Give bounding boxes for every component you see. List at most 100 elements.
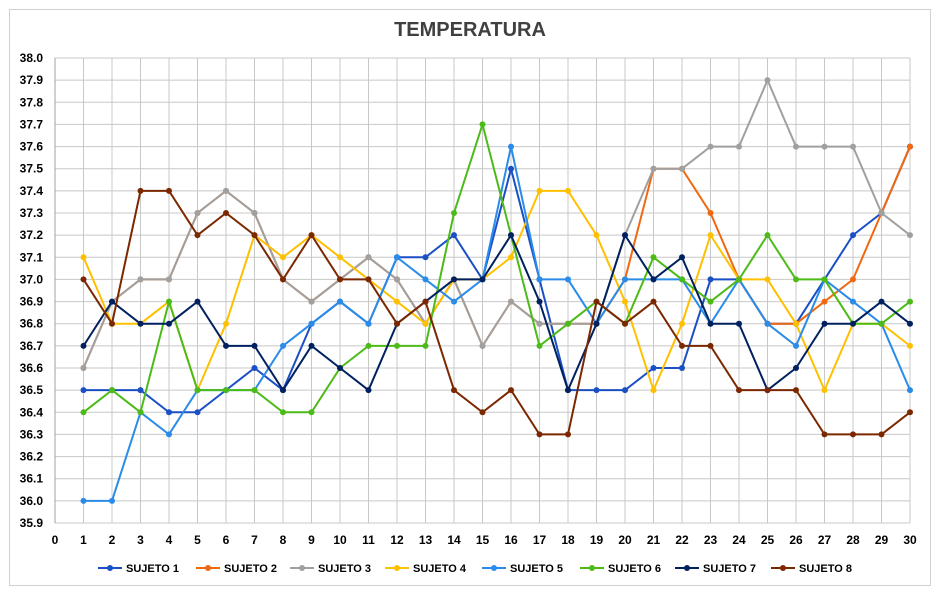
data-point: [308, 320, 315, 327]
data-point: [251, 365, 258, 371]
data-point: [821, 387, 828, 394]
data-point: [80, 365, 87, 371]
data-point: [280, 254, 286, 261]
data-point: [109, 320, 115, 327]
data-point: [194, 409, 201, 416]
data-point: [223, 187, 229, 194]
data-point: [508, 165, 514, 172]
data-point: [907, 232, 913, 239]
data-point: [536, 320, 543, 327]
x-tick-label: 14: [447, 533, 461, 547]
x-tick-label: 9: [308, 533, 315, 547]
data-point: [508, 387, 514, 394]
y-tick-label: 36.0: [20, 494, 44, 508]
data-point: [707, 232, 714, 239]
data-point: [194, 298, 201, 305]
data-point: [907, 409, 913, 416]
data-point: [365, 320, 372, 327]
legend-label: SUJETO 5: [510, 563, 563, 575]
y-tick-label: 36.5: [20, 383, 44, 397]
data-point: [308, 232, 315, 239]
data-point: [508, 143, 514, 150]
data-point: [80, 497, 87, 504]
data-point: [878, 210, 885, 216]
data-point: [679, 342, 685, 349]
data-point: [622, 387, 628, 394]
data-point: [793, 143, 799, 150]
data-point: [394, 298, 400, 305]
legend-label: SUJETO 4: [413, 563, 467, 575]
x-tick-label: 10: [333, 533, 347, 547]
data-point: [337, 365, 343, 371]
data-point: [907, 143, 913, 150]
data-point: [394, 276, 400, 283]
x-tick-label: 4: [166, 533, 173, 547]
y-tick-label: 37.1: [20, 250, 44, 264]
x-tick-label: 20: [618, 533, 632, 547]
data-point: [679, 276, 685, 283]
y-tick-label: 38.0: [20, 51, 44, 65]
data-point: [479, 409, 486, 416]
data-point: [166, 431, 172, 438]
data-point: [223, 320, 229, 327]
data-point: [280, 342, 286, 349]
data-point: [679, 165, 685, 172]
data-point: [137, 320, 144, 327]
data-point: [451, 232, 457, 239]
x-tick-label: 1: [80, 533, 87, 547]
data-point: [593, 298, 600, 305]
data-point: [223, 210, 229, 216]
data-point: [565, 387, 571, 394]
data-point: [821, 431, 828, 438]
data-point: [907, 387, 913, 394]
data-point: [166, 187, 172, 194]
data-point: [650, 254, 657, 261]
data-point: [80, 387, 87, 394]
series-8: [80, 187, 913, 438]
data-point: [764, 276, 771, 283]
series-lines: [80, 77, 913, 504]
legend-item: SUJETO 5: [482, 563, 563, 575]
y-tick-label: 37.9: [20, 73, 44, 87]
data-point: [280, 387, 286, 394]
x-tick-label: 5: [194, 533, 201, 547]
data-point: [479, 342, 486, 349]
data-point: [308, 409, 315, 416]
data-point: [650, 276, 657, 283]
x-tick-label: 2: [109, 533, 116, 547]
x-tick-label: 0: [52, 533, 59, 547]
data-point: [80, 276, 87, 283]
data-point: [251, 232, 258, 239]
legend-item: SUJETO 2: [196, 563, 277, 575]
data-point: [137, 276, 144, 283]
y-tick-label: 36.3: [20, 427, 44, 441]
y-tick-label: 35.9: [20, 516, 44, 530]
data-point: [565, 431, 571, 438]
data-point: [764, 387, 771, 394]
legend-label: SUJETO 2: [224, 563, 277, 575]
data-point: [565, 320, 571, 327]
data-point: [308, 298, 315, 305]
legend-marker: [299, 565, 305, 571]
data-point: [707, 342, 714, 349]
legend-marker: [780, 565, 786, 571]
x-tick-label: 17: [533, 533, 547, 547]
data-point: [536, 431, 543, 438]
legend-item: SUJETO 7: [675, 563, 756, 575]
data-point: [650, 165, 657, 172]
series-4: [80, 187, 913, 394]
data-point: [793, 342, 799, 349]
data-point: [337, 254, 343, 261]
data-point: [707, 320, 714, 327]
data-point: [707, 210, 714, 216]
data-point: [109, 387, 115, 394]
x-tick-label: 6: [223, 533, 230, 547]
series-line: [82, 189, 911, 393]
x-tick-label: 27: [818, 533, 832, 547]
data-point: [251, 210, 258, 216]
data-point: [194, 210, 201, 216]
x-tick-label: 12: [390, 533, 404, 547]
legend-label: SUJETO 3: [318, 563, 371, 575]
x-axis-ticks: 0 1 2 3 4 5 6 7 8 9 10 11 12 13 14 15 16 17 18 19 20 21 22 23 24…: [52, 533, 917, 547]
